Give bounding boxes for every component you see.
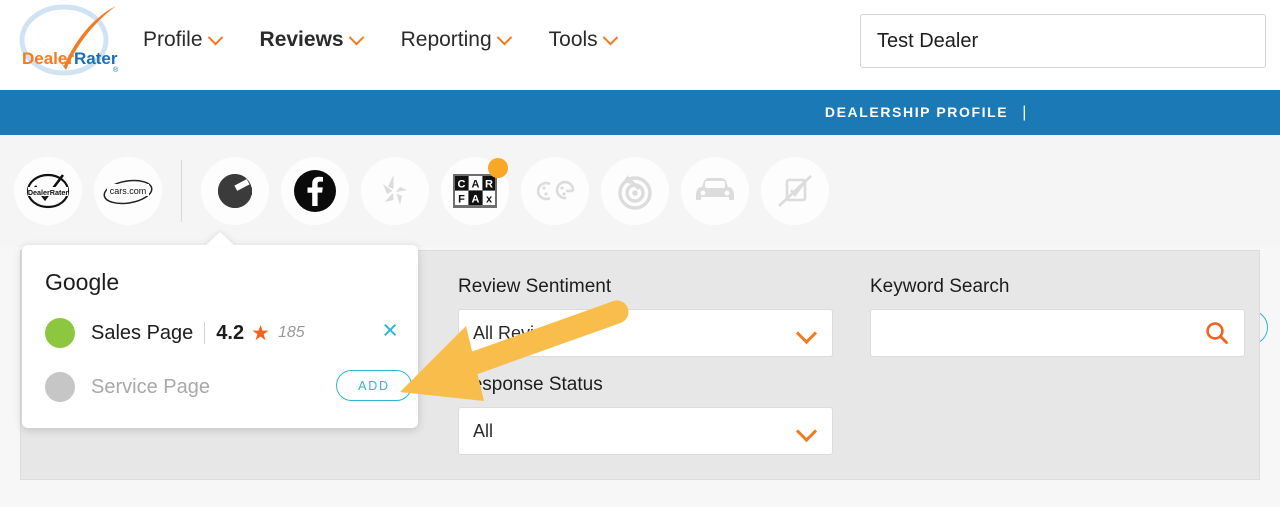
svg-text:A: A bbox=[472, 194, 480, 206]
svg-text:F: F bbox=[458, 194, 465, 206]
service-page-label: Service Page bbox=[91, 375, 210, 398]
response-status-select[interactable]: All bbox=[458, 407, 833, 455]
row-separator bbox=[204, 322, 206, 344]
response-status-value: All bbox=[473, 420, 494, 441]
svg-text:DealerRater: DealerRater bbox=[28, 188, 69, 197]
connection-facebook[interactable] bbox=[281, 157, 349, 225]
cargurus-icon bbox=[536, 180, 575, 201]
chevron-down-icon bbox=[348, 29, 364, 45]
add-service-page-button[interactable]: ADD bbox=[336, 370, 412, 401]
connections-strip: DealerRater cars.com bbox=[0, 135, 1280, 345]
status-dot-active bbox=[45, 318, 75, 348]
svg-text:cars.com: cars.com bbox=[110, 186, 147, 196]
connection-google[interactable] bbox=[201, 157, 269, 225]
connection-yelp[interactable] bbox=[361, 157, 429, 225]
dealership-profile-bar: DEALERSHIP PROFILE | bbox=[0, 90, 1280, 135]
chevron-down-icon bbox=[602, 29, 618, 45]
nav-label-profile: Profile bbox=[143, 28, 203, 51]
facebook-icon bbox=[294, 170, 336, 212]
response-status-label: Response Status bbox=[458, 374, 603, 395]
review-sentiment-select[interactable]: All Reviews bbox=[458, 309, 833, 357]
sales-page-review-count: 185 bbox=[277, 324, 305, 341]
connections-divider bbox=[181, 160, 182, 222]
google-icon bbox=[217, 173, 252, 208]
site-header: Dealer Rater ® Profile Reviews Reporting… bbox=[0, 0, 1280, 90]
dealerrater-logo[interactable]: Dealer Rater ® bbox=[12, 2, 130, 80]
dealer-search-field[interactable]: Test Dealer bbox=[860, 14, 1266, 68]
keyword-search-box[interactable] bbox=[870, 309, 1245, 357]
remove-sales-page-button[interactable]: × bbox=[382, 315, 398, 345]
edmunds-icon bbox=[618, 175, 652, 210]
chevron-down-icon bbox=[795, 420, 818, 443]
star-icon: ★ bbox=[251, 321, 270, 345]
main-navigation: Profile Reviews Reporting Tools bbox=[143, 28, 618, 52]
dealerrater-icon: DealerRater bbox=[26, 173, 70, 209]
popup-row-sales-page: Sales Page 4.2 ★ 185 bbox=[45, 315, 397, 351]
nav-item-reporting[interactable]: Reporting bbox=[400, 28, 512, 52]
dealership-profile-title: DEALERSHIP PROFILE | bbox=[824, 103, 1028, 121]
nav-item-profile[interactable]: Profile bbox=[143, 28, 223, 52]
connection-cargurus[interactable] bbox=[521, 157, 589, 225]
svg-text:C: C bbox=[458, 179, 466, 191]
filter-column-keyword: Keyword Search bbox=[870, 276, 1245, 357]
carfax-notification-badge bbox=[488, 158, 508, 178]
google-connection-popup: Google Sales Page 4.2 ★ 185 × Service Pa… bbox=[22, 232, 418, 428]
svg-text:Dealer: Dealer bbox=[22, 49, 74, 68]
filter-column-response: Response Status All bbox=[458, 374, 833, 455]
nav-item-reviews[interactable]: Reviews bbox=[259, 28, 364, 52]
nav-label-tools: Tools bbox=[548, 28, 598, 51]
nav-label-reviews: Reviews bbox=[259, 28, 344, 51]
popup-pointer bbox=[205, 232, 235, 246]
filter-column-sentiment: Review Sentiment All Reviews bbox=[458, 276, 833, 357]
carfax-icon: C A R F A x bbox=[453, 174, 497, 208]
cars-com-icon: cars.com bbox=[103, 179, 153, 205]
connection-cars-com[interactable]: cars.com bbox=[94, 157, 162, 225]
dealer-search-value: Test Dealer bbox=[877, 29, 979, 52]
review-sentiment-value: All Reviews bbox=[473, 322, 567, 343]
sales-page-label: Sales Page bbox=[91, 321, 194, 344]
svg-text:x: x bbox=[486, 194, 493, 206]
sales-page-rating: 4.2 bbox=[216, 321, 245, 344]
yelp-icon bbox=[383, 175, 407, 205]
svg-text:R: R bbox=[485, 179, 493, 191]
popup-title: Google bbox=[45, 269, 120, 295]
chevron-down-icon bbox=[496, 29, 512, 45]
connection-surecritic[interactable] bbox=[761, 157, 829, 225]
connection-icon-list: DealerRater cars.com bbox=[14, 157, 829, 225]
connection-edmunds[interactable] bbox=[601, 157, 669, 225]
keyword-search-input[interactable] bbox=[885, 322, 1225, 344]
nav-item-tools[interactable]: Tools bbox=[548, 28, 618, 52]
surecritic-icon bbox=[778, 175, 812, 207]
nav-label-reporting: Reporting bbox=[400, 28, 492, 51]
search-icon[interactable] bbox=[1204, 321, 1230, 347]
svg-text:Rater: Rater bbox=[74, 49, 118, 68]
status-dot-inactive bbox=[45, 372, 75, 402]
review-sentiment-label: Review Sentiment bbox=[458, 276, 612, 297]
keyword-search-label: Keyword Search bbox=[870, 276, 1010, 297]
registered-mark: ® bbox=[113, 66, 119, 74]
connection-dealerrater[interactable]: DealerRater bbox=[14, 157, 82, 225]
chevron-down-icon bbox=[795, 322, 818, 345]
bar-separator: | bbox=[1022, 103, 1028, 121]
car-icon bbox=[696, 178, 734, 200]
popup-row-service-page: Service Page bbox=[45, 369, 397, 405]
connection-carfax[interactable]: C A R F A x bbox=[441, 157, 509, 225]
chevron-down-icon bbox=[207, 29, 223, 45]
svg-text:A: A bbox=[472, 179, 480, 191]
connection-car[interactable] bbox=[681, 157, 749, 225]
